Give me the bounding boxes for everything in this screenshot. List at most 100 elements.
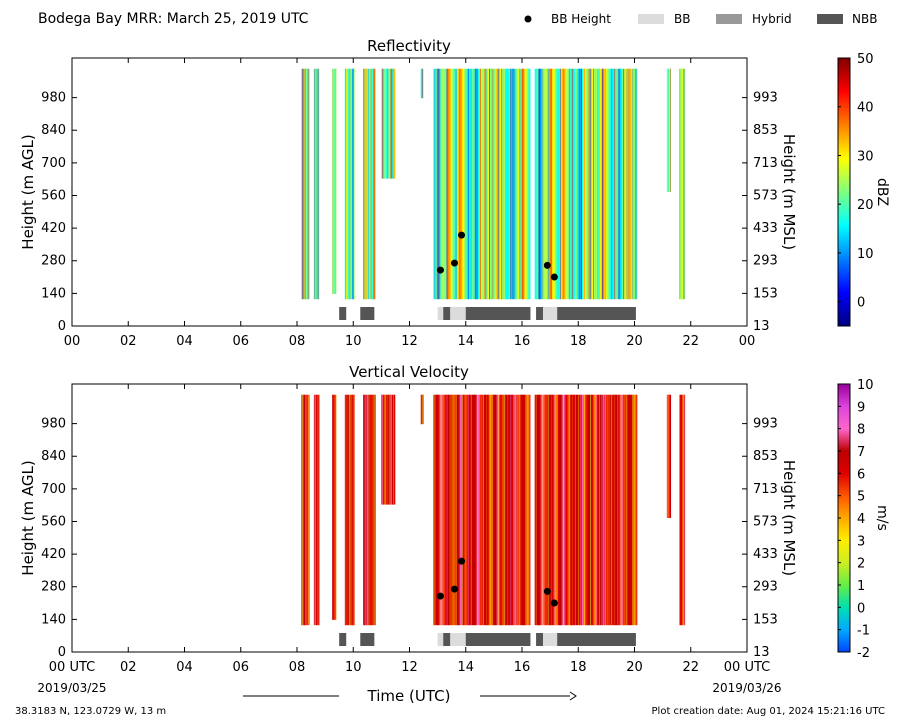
reflectivity-bb-periods <box>339 307 636 320</box>
x-tick-label: 06 <box>232 660 249 675</box>
colorbar-tick-label: 1 <box>857 579 865 594</box>
x-tick-label: 18 <box>570 334 587 349</box>
bb-period-nbb <box>339 307 347 320</box>
figure-title: Bodega Bay MRR: March 25, 2019 UTC <box>38 11 309 27</box>
reflectivity-ylabel-right: Height (m MSL) <box>780 134 798 250</box>
x-tick-label: 02 <box>120 660 137 675</box>
legend-label-bb: BB <box>674 12 690 26</box>
x-tick-label: 14 <box>457 334 474 349</box>
y-right-tick-label: 13 <box>753 319 770 334</box>
colorbar-tick-label: 6 <box>857 467 865 482</box>
colorbar-tick-label: 40 <box>857 101 874 116</box>
y-right-tick-label: 293 <box>753 254 778 269</box>
colorbar-tick-label: 30 <box>857 149 874 164</box>
colorbar-tick-label: -2 <box>857 646 870 661</box>
date-start: 2019/03/25 <box>37 681 106 695</box>
date-end: 2019/03/26 <box>712 681 781 695</box>
x-tick-label: 06 <box>232 334 249 349</box>
y-tick-label: 840 <box>41 123 66 138</box>
colorbar-tick-label: 4 <box>857 512 865 527</box>
y-right-tick-label: 13 <box>753 645 770 660</box>
y-right-tick-label: 993 <box>753 91 778 106</box>
colorbar-tick-label: -1 <box>857 624 870 639</box>
x-tick-label: 00 <box>64 334 81 349</box>
profile-band <box>301 68 307 300</box>
colorbar-tick-label: 10 <box>857 378 874 393</box>
y-right-tick-label: 573 <box>753 188 778 203</box>
legend-swatch-hybrid <box>716 14 742 24</box>
x-tick-label: 22 <box>682 660 699 675</box>
x-tick-label: 12 <box>401 334 418 349</box>
y-right-tick-label: 713 <box>753 156 778 171</box>
y-tick-label: 140 <box>41 286 66 301</box>
y-right-tick-label: 153 <box>753 612 778 627</box>
bb-period-nbb <box>536 307 544 320</box>
bb-period-bb <box>437 633 444 646</box>
reflectivity-plot-frame <box>71 57 748 327</box>
bb-period-bb <box>450 633 466 646</box>
y-tick-label: 420 <box>41 547 66 562</box>
bb-period-nbb <box>557 633 636 646</box>
velocity-data <box>301 394 686 626</box>
bb-height-point <box>436 592 444 600</box>
colorbar-tick-label: 9 <box>857 400 865 415</box>
colorbar-tick-label: 20 <box>857 198 874 213</box>
x-tick-label: 22 <box>682 334 699 349</box>
legend-label-nbb: NBB <box>852 12 877 26</box>
y-tick-label: 280 <box>41 254 66 269</box>
colorbar-tick-label: 10 <box>857 247 874 262</box>
reflectivity-data <box>301 68 686 300</box>
y-right-tick-label: 153 <box>753 286 778 301</box>
profile-band <box>313 394 320 626</box>
y-tick-label: 980 <box>41 417 66 432</box>
bb-period-nbb <box>339 633 347 646</box>
bb-height-point <box>451 585 458 593</box>
plot-creation-date: Plot creation date: Aug 01, 2024 15:21:1… <box>652 706 885 717</box>
bb-period-bb <box>543 633 558 646</box>
bb-height-point <box>543 587 551 595</box>
x-tick-label: 00 UTC <box>724 660 770 675</box>
y-right-tick-label: 433 <box>753 221 778 236</box>
x-tick-label: 16 <box>514 334 531 349</box>
legend-bb-height-marker <box>524 15 532 23</box>
y-right-tick-label: 433 <box>753 547 778 562</box>
bb-period-nbb <box>360 307 375 320</box>
x-tick-label: 18 <box>570 660 587 675</box>
legend: BB Height BB Hybrid NBB <box>524 12 877 26</box>
colorbar-tick-label: 7 <box>857 445 865 460</box>
x-tick-label: 08 <box>289 334 306 349</box>
bb-height-point <box>436 266 444 274</box>
reflectivity-title: Reflectivity <box>367 37 451 55</box>
x-tick-label: 10 <box>345 660 362 675</box>
colorbar-tick-label: 3 <box>857 534 865 549</box>
velocity-colorbar: -2 -1 0 1 2 3 4 5 6 7 8 9 10 <box>837 378 874 661</box>
colorbar-ramp <box>837 57 851 327</box>
y-tick-label: 840 <box>41 449 66 464</box>
y-tick-label: 280 <box>41 580 66 595</box>
x-tick-label: 16 <box>514 660 531 675</box>
y-tick-label: 700 <box>41 156 66 171</box>
xaxis-arrow-head-icon <box>569 691 577 701</box>
profile-band <box>679 68 686 300</box>
legend-swatch-bb <box>638 14 664 24</box>
legend-swatch-nbb <box>817 14 843 24</box>
x-tick-label: 12 <box>401 660 418 675</box>
y-right-tick-label: 853 <box>753 123 778 138</box>
y-right-tick-label: 293 <box>753 580 778 595</box>
bb-period-bb <box>437 307 444 320</box>
bb-height-point <box>543 261 551 269</box>
y-tick-label: 700 <box>41 482 66 497</box>
bb-period-nbb <box>465 307 531 320</box>
legend-label-hybrid: Hybrid <box>752 12 792 26</box>
velocity-bb-periods <box>339 633 636 646</box>
velocity-bb-points <box>436 557 558 607</box>
velocity-ylabel-right: Height (m MSL) <box>780 460 798 576</box>
profile-band <box>534 68 638 300</box>
x-tick-label: 04 <box>176 660 193 675</box>
bb-period-nbb <box>443 633 451 646</box>
x-tick-label: 10 <box>345 334 362 349</box>
bb-period-nbb <box>557 307 636 320</box>
x-tick-label: 00 UTC <box>49 660 95 675</box>
bb-period-bb <box>450 307 466 320</box>
x-tick-label: 20 <box>626 334 643 349</box>
